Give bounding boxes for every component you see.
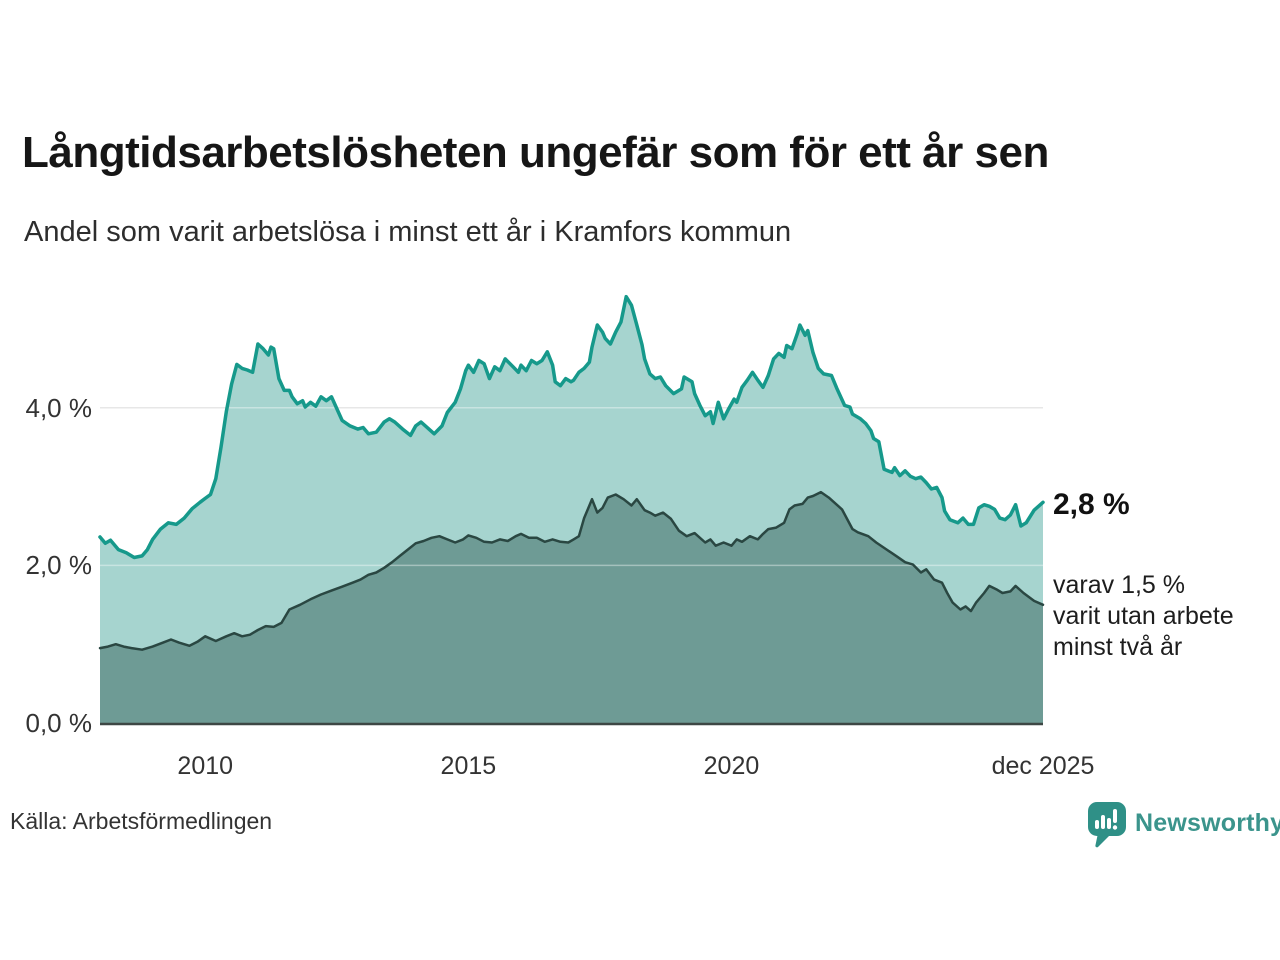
x-tick-label: 2010 xyxy=(177,752,234,780)
two-year-annotation-line: minst två år xyxy=(1053,633,1183,661)
y-tick-label: 2,0 % xyxy=(25,550,93,581)
y-tick-label: 0,0 % xyxy=(25,708,93,738)
two-year-annotation: varav 1,5 % varit utan arbete minst två … xyxy=(1053,570,1234,663)
brand-logo: Newsworthy xyxy=(1088,802,1280,850)
y-tick-label: 4,0 % xyxy=(25,392,93,423)
x-tick-label: dec 2025 xyxy=(991,752,1095,780)
brand-name: Newsworthy xyxy=(1135,809,1280,837)
latest-value-label: 2,8 % xyxy=(1053,488,1130,521)
page-title: Långtidsarbetslösheten ungefär som för e… xyxy=(22,128,1049,177)
newsworthy-bubble-chart-icon xyxy=(1088,802,1126,853)
page-subtitle: Andel som varit arbetslösa i minst ett å… xyxy=(24,216,792,248)
x-tick-label: 2020 xyxy=(703,752,760,780)
source-caption: Källa: Arbetsförmedlingen xyxy=(10,808,273,834)
two-year-annotation-line: varit utan arbete xyxy=(1053,602,1234,630)
x-tick-label: 2015 xyxy=(440,752,497,780)
two-year-annotation-line: varav 1,5 % xyxy=(1053,571,1186,599)
